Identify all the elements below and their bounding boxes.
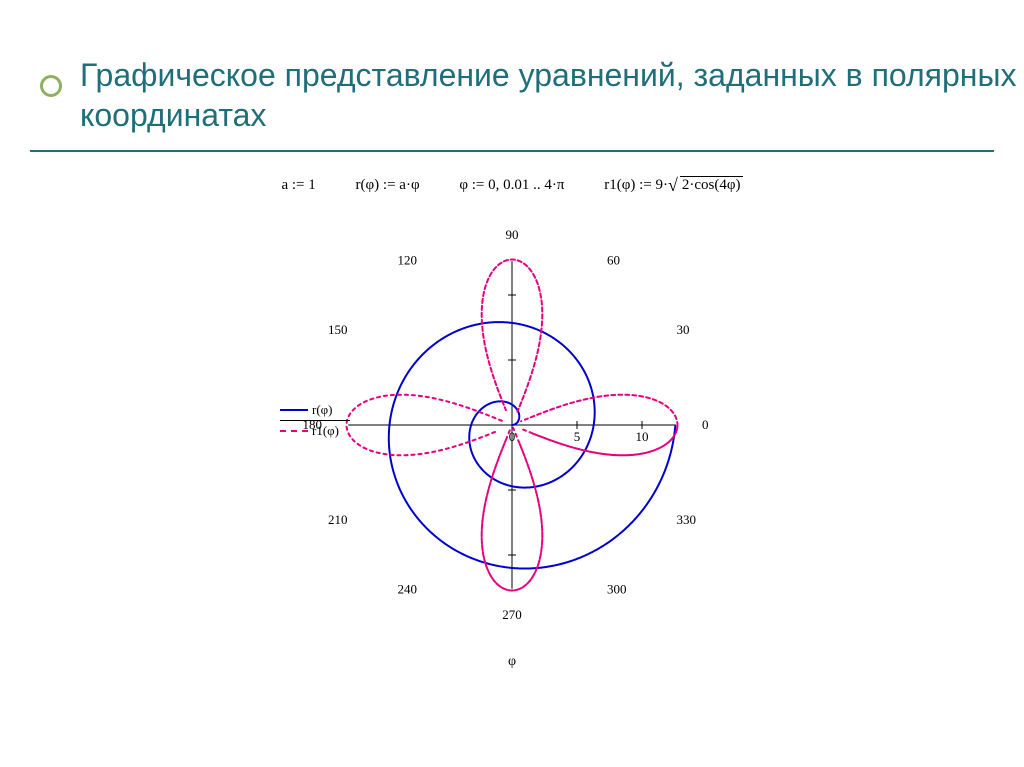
equations-row: a := 1 r(φ) := a·φ φ := 0, 0.01 .. 4·π r… <box>0 175 1024 196</box>
svg-text:300: 300 <box>607 582 627 597</box>
title-underline <box>30 150 994 152</box>
svg-text:0: 0 <box>702 417 709 432</box>
eq-phi: φ := 0, 0.01 .. 4·π <box>459 177 564 194</box>
svg-text:60: 60 <box>607 252 620 267</box>
svg-text:210: 210 <box>328 512 348 527</box>
polar-plot: 05100306090120150180210240270300330φ <box>0 215 1024 680</box>
legend-swatch-r1 <box>280 430 308 432</box>
slide-title: Графическое представление уравнений, зад… <box>80 55 1024 135</box>
svg-text:120: 120 <box>398 252 418 267</box>
svg-text:90: 90 <box>506 227 519 242</box>
eq-r1: r1(φ) := 9·√2·cos(4φ) <box>604 175 742 196</box>
eq-r1-prefix: r1(φ) := 9· <box>604 177 668 193</box>
eq-r: r(φ) := a·φ <box>356 177 420 194</box>
legend-label-r1: r1(φ) <box>312 423 339 439</box>
legend-label-r: r(φ) <box>312 402 333 418</box>
svg-text:270: 270 <box>502 607 522 622</box>
svg-text:30: 30 <box>677 322 690 337</box>
legend: r(φ) r1(φ) <box>280 400 350 441</box>
legend-item-r1: r1(φ) <box>280 423 350 439</box>
svg-text:240: 240 <box>398 582 418 597</box>
legend-divider <box>280 420 350 421</box>
polar-svg: 05100306090120150180210240270300330φ <box>302 215 722 675</box>
title-bullet <box>40 75 62 97</box>
legend-item-r: r(φ) <box>280 402 350 418</box>
eq-r1-sqrt: 2·cos(4φ) <box>680 176 743 194</box>
legend-swatch-r <box>280 409 308 411</box>
svg-text:5: 5 <box>574 429 581 444</box>
eq-a: a := 1 <box>281 177 315 194</box>
svg-text:330: 330 <box>677 512 697 527</box>
svg-text:φ: φ <box>508 654 516 669</box>
svg-text:150: 150 <box>328 322 348 337</box>
svg-text:10: 10 <box>636 429 649 444</box>
